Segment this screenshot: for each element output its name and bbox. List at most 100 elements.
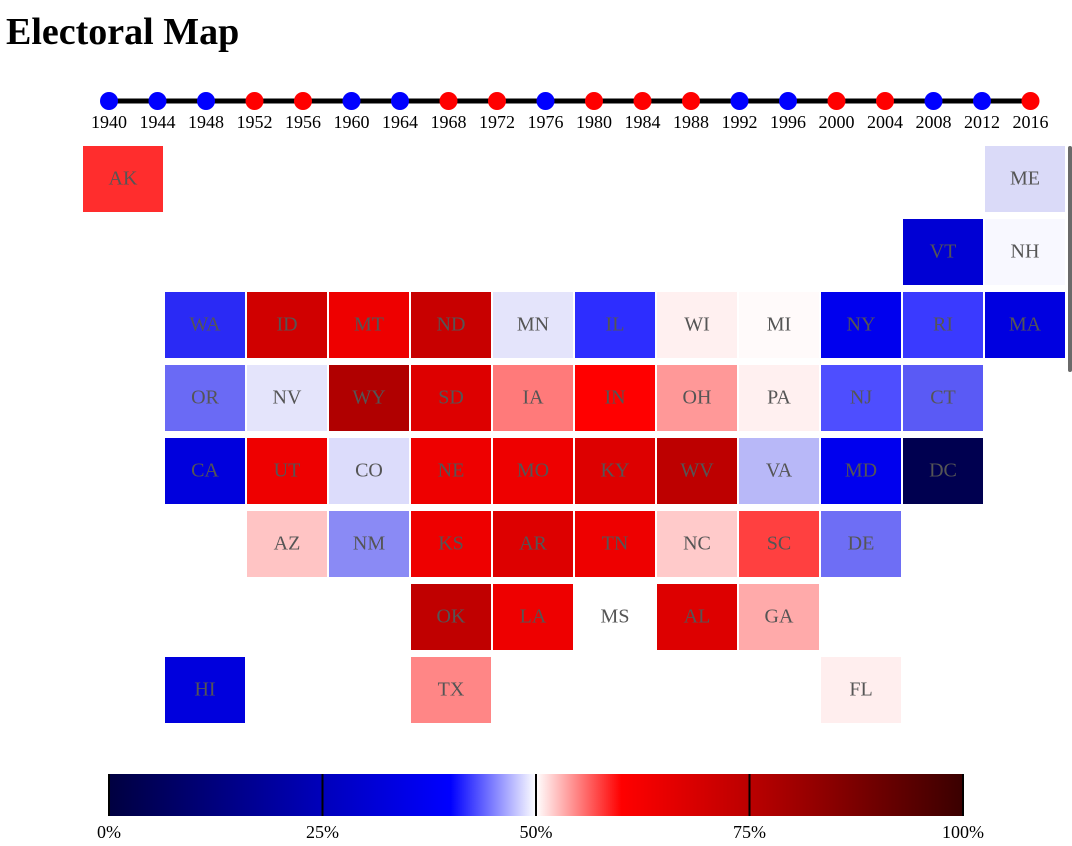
year-label-1988[interactable]: 1988 [673,112,709,132]
state-tile-co[interactable]: CO [329,438,409,504]
state-tile-ma[interactable]: MA [985,292,1065,358]
year-dot-1980[interactable] [585,92,603,110]
legend-tick-label-0: 0% [97,822,121,842]
state-tile-tx[interactable]: TX [411,657,491,723]
year-label-1992[interactable]: 1992 [722,112,758,132]
year-label-1944[interactable]: 1944 [140,112,176,132]
state-tile-oh[interactable]: OH [657,365,737,431]
state-tile-tn[interactable]: TN [575,511,655,577]
year-dot-1976[interactable] [536,92,555,110]
year-label-1952[interactable]: 1952 [237,112,273,132]
year-label-2000[interactable]: 2000 [819,112,855,132]
year-dot-2012[interactable] [973,92,991,110]
year-dot-2008[interactable] [924,92,943,110]
state-tile-wy[interactable]: WY [329,365,409,431]
year-dot-2016[interactable] [1021,92,1040,110]
state-tile-me[interactable]: ME [985,146,1065,212]
state-tile-ks[interactable]: KS [411,511,491,577]
state-tile-sd[interactable]: SD [411,365,491,431]
year-dot-1984[interactable] [633,92,652,110]
state-tile-ok[interactable]: OK [411,584,491,650]
state-tile-dc[interactable]: DC [903,438,983,504]
state-label: NC [683,532,711,555]
year-label-1960[interactable]: 1960 [334,112,370,132]
state-tile-mt[interactable]: MT [329,292,409,358]
state-tile-ky[interactable]: KY [575,438,655,504]
scrollbar-thumb[interactable] [1068,146,1072,372]
state-tile-mn[interactable]: MN [493,292,573,358]
year-label-2004[interactable]: 2004 [867,112,903,132]
year-label-2008[interactable]: 2008 [916,112,952,132]
year-label-1948[interactable]: 1948 [188,112,224,132]
year-label-2016[interactable]: 2016 [1013,112,1049,132]
year-dot-1960[interactable] [342,92,361,110]
state-tile-nd[interactable]: ND [411,292,491,358]
state-label: TX [437,678,465,701]
year-dot-1964[interactable] [391,92,409,110]
year-dot-1944[interactable] [148,92,167,110]
state-tile-nv[interactable]: NV [247,365,327,431]
state-tile-ga[interactable]: GA [739,584,819,650]
year-dot-2000[interactable] [827,92,846,110]
state-tile-ak[interactable]: AK [83,146,163,212]
year-dot-1948[interactable] [197,92,215,110]
legend-tick-label-75: 75% [733,822,766,842]
year-label-1984[interactable]: 1984 [625,112,661,132]
year-label-2012[interactable]: 2012 [964,112,1000,132]
state-tile-nc[interactable]: NC [657,511,737,577]
year-dot-1972[interactable] [488,92,506,110]
state-tile-al[interactable]: AL [657,584,737,650]
year-label-1976[interactable]: 1976 [528,112,564,132]
year-dot-1956[interactable] [294,92,312,110]
year-dot-2004[interactable] [876,92,894,110]
state-tile-va[interactable]: VA [739,438,819,504]
state-tile-de[interactable]: DE [821,511,901,577]
state-tile-az[interactable]: AZ [247,511,327,577]
year-label-1956[interactable]: 1956 [285,112,321,132]
state-tile-md[interactable]: MD [821,438,901,504]
state-tile-ca[interactable]: CA [165,438,245,504]
state-label: UT [273,459,301,482]
state-tile-mi[interactable]: MI [739,292,819,358]
state-label: PA [767,386,791,409]
state-tile-ar[interactable]: AR [493,511,573,577]
year-dot-1996[interactable] [779,92,797,110]
year-label-1964[interactable]: 1964 [382,112,418,132]
year-dot-1940[interactable] [100,92,118,110]
year-dot-1968[interactable] [439,92,458,110]
state-tile-ut[interactable]: UT [247,438,327,504]
state-tile-ne[interactable]: NE [411,438,491,504]
state-tile-la[interactable]: LA [493,584,573,650]
year-dot-1992[interactable] [730,92,749,110]
state-tile-ct[interactable]: CT [903,365,983,431]
state-tile-ny[interactable]: NY [821,292,901,358]
state-tile-wv[interactable]: WV [657,438,737,504]
year-timeline[interactable]: 1940 1944 1948 1952 1956 1960 1964 1968 1972 1976… [0,80,1072,140]
state-tile-wi[interactable]: WI [657,292,737,358]
year-dot-1952[interactable] [245,92,264,110]
year-label-1968[interactable]: 1968 [431,112,467,132]
year-label-1940[interactable]: 1940 [91,112,127,132]
state-tile-id[interactable]: ID [247,292,327,358]
state-tile-pa[interactable]: PA [739,365,819,431]
year-label-1980[interactable]: 1980 [576,112,612,132]
state-tile-il[interactable]: IL [575,292,655,358]
state-tile-nj[interactable]: NJ [821,365,901,431]
year-dot-1988[interactable] [682,92,700,110]
state-tile-ia[interactable]: IA [493,365,573,431]
year-label-1972[interactable]: 1972 [479,112,515,132]
state-tile-nh[interactable]: NH [985,219,1065,285]
state-tile-ri[interactable]: RI [903,292,983,358]
state-tile-sc[interactable]: SC [739,511,819,577]
state-tile-in[interactable]: IN [575,365,655,431]
state-tile-ms[interactable]: MS [575,584,655,650]
state-tile-hi[interactable]: HI [165,657,245,723]
state-tile-nm[interactable]: NM [329,511,409,577]
state-tile-vt[interactable]: VT [903,219,983,285]
state-tile-mo[interactable]: MO [493,438,573,504]
state-tile-or[interactable]: OR [165,365,245,431]
year-label-1996[interactable]: 1996 [770,112,806,132]
state-tile-fl[interactable]: FL [821,657,901,723]
state-tile-wa[interactable]: WA [165,292,245,358]
